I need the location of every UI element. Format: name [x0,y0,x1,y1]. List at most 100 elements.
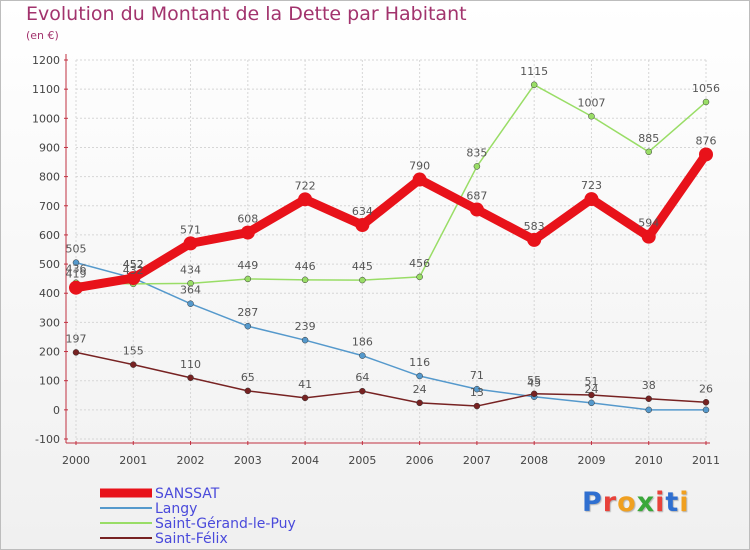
legend-label-sanssat: SANSSAT [155,486,220,502]
data-label-saint-g-rand-le-puy: 1115 [520,65,548,78]
data-point-saint-g-rand-le-puy [244,275,252,283]
y-tick-label: 800 [39,171,60,184]
data-point-saint-f-lix [72,349,80,356]
data-point-langy [702,406,710,414]
data-point-sanssat [412,172,427,187]
data-point-sanssat [126,271,141,286]
x-tick-label: 2009 [577,454,605,467]
data-point-saint-g-rand-le-puy [702,98,710,106]
data-label-saint-g-rand-le-puy: 434 [180,263,201,276]
logo-letter: t [665,487,680,518]
y-tick-label: 1200 [32,54,60,67]
data-label-saint-g-rand-le-puy: 1056 [692,82,720,95]
data-point-saint-f-lix [588,391,595,399]
data-label-saint-f-lix: 38 [642,379,656,392]
data-label-langy: 186 [352,336,373,349]
data-point-saint-g-rand-le-puy [588,113,595,120]
data-label-saint-g-rand-le-puy: 445 [352,260,373,273]
data-label-sanssat: 722 [295,179,316,192]
logo-letter: x [636,487,656,518]
y-tick-label: 600 [39,229,60,242]
data-point-saint-f-lix [702,399,710,406]
logo-letter: o [617,487,637,518]
data-point-sanssat [183,236,198,251]
data-label-saint-f-lix: 65 [241,371,255,384]
series-lines [69,81,713,414]
x-tick-label: 2010 [635,454,663,467]
data-label-sanssat: 634 [352,205,373,218]
data-label-sanssat: 571 [180,223,201,236]
y-tick-label: 500 [39,258,60,271]
data-label-saint-g-rand-le-puy: 835 [466,146,487,159]
data-label-langy: 505 [66,243,87,256]
x-tick-label: 2008 [520,454,548,467]
x-tick-label: 2003 [234,454,262,467]
data-label-langy: 24 [584,383,598,396]
x-tick-label: 2011 [692,454,720,467]
data-point-langy [473,385,481,393]
data-point-saint-f-lix [301,394,309,402]
series-line-saint-g-rand-le-puy [75,84,707,285]
grid [75,59,707,440]
data-label-saint-f-lix: 197 [66,332,87,345]
x-tick-label: 2002 [177,454,205,467]
data-label-sanssat: 687 [466,190,487,203]
data-label-saint-f-lix: 13 [470,386,484,399]
data-point-sanssat [584,192,599,207]
axes: -100 0 100 200 300 400 500 600 700 800 900 1000 1100… [32,54,720,467]
proxiti-logo: Proxiti [582,487,690,518]
data-label-sanssat: 608 [237,213,258,226]
x-tick-label: 2000 [62,454,90,467]
data-point-langy [416,372,423,380]
x-tick-label: 2001 [119,454,147,467]
data-point-saint-g-rand-le-puy [301,276,309,284]
data-label-sanssat: 723 [581,179,602,192]
data-point-sanssat [298,192,313,207]
data-point-sanssat [527,232,542,247]
y-tick-label: 1000 [32,112,60,125]
data-label-saint-f-lix: 24 [413,383,427,396]
data-point-langy [645,406,652,414]
y-tick-label: 200 [39,346,60,359]
y-tick-label: 700 [39,200,60,213]
x-tick-label: 2004 [291,454,319,467]
chart-subtitle: (en €) [26,29,59,42]
data-label-saint-g-rand-le-puy: 432 [123,264,144,277]
data-label-sanssat: 876 [696,134,717,147]
data-label-saint-g-rand-le-puy: 449 [237,259,258,272]
data-point-saint-g-rand-le-puy [416,273,423,281]
x-tick-label: 2006 [406,454,434,467]
data-point-sanssat [69,280,83,295]
data-point-saint-f-lix [130,361,137,368]
series-line-saint-f-lix [75,351,707,407]
data-point-saint-g-rand-le-puy [530,81,538,89]
data-label-langy: 71 [470,369,484,382]
data-label-saint-f-lix: 41 [298,378,312,391]
logo-letter: i [655,487,666,518]
data-label-langy: 45 [527,377,541,390]
logo-letter: P [582,487,603,518]
data-point-saint-f-lix [359,387,366,395]
data-point-saint-g-rand-le-puy [359,276,366,284]
data-label-sanssat: 452 [123,258,144,271]
data-point-sanssat [240,225,255,240]
data-point-langy [588,399,595,407]
data-point-sanssat [641,229,656,244]
data-label-saint-f-lix: 51 [584,375,598,388]
data-label-sanssat: 583 [524,220,545,233]
legend-label-langy: Langy [155,501,197,517]
data-point-saint-g-rand-le-puy [473,163,481,170]
data-label-saint-g-rand-le-puy: 885 [638,132,659,145]
y-tick-label: 300 [39,316,60,329]
data-label-langy: 364 [180,284,201,297]
legend: SANSSATLangySaint-Gérand-le-PuySaint-Fél… [100,486,296,547]
data-point-saint-f-lix [244,387,252,395]
data-label-saint-f-lix: 64 [355,371,369,384]
data-point-saint-f-lix [473,402,481,410]
y-tick-label: 100 [39,375,60,388]
data-label-saint-f-lix: 26 [699,382,713,395]
legend-label-saint-g-rand-le-puy: Saint-Gérand-le-Puy [155,516,296,532]
data-labels: 419 452 571 608 722 634 790 687 583 723 594 876 505 4… [66,65,721,399]
logo-letter: r [602,487,618,518]
data-label-saint-g-rand-le-puy: 446 [295,260,316,273]
